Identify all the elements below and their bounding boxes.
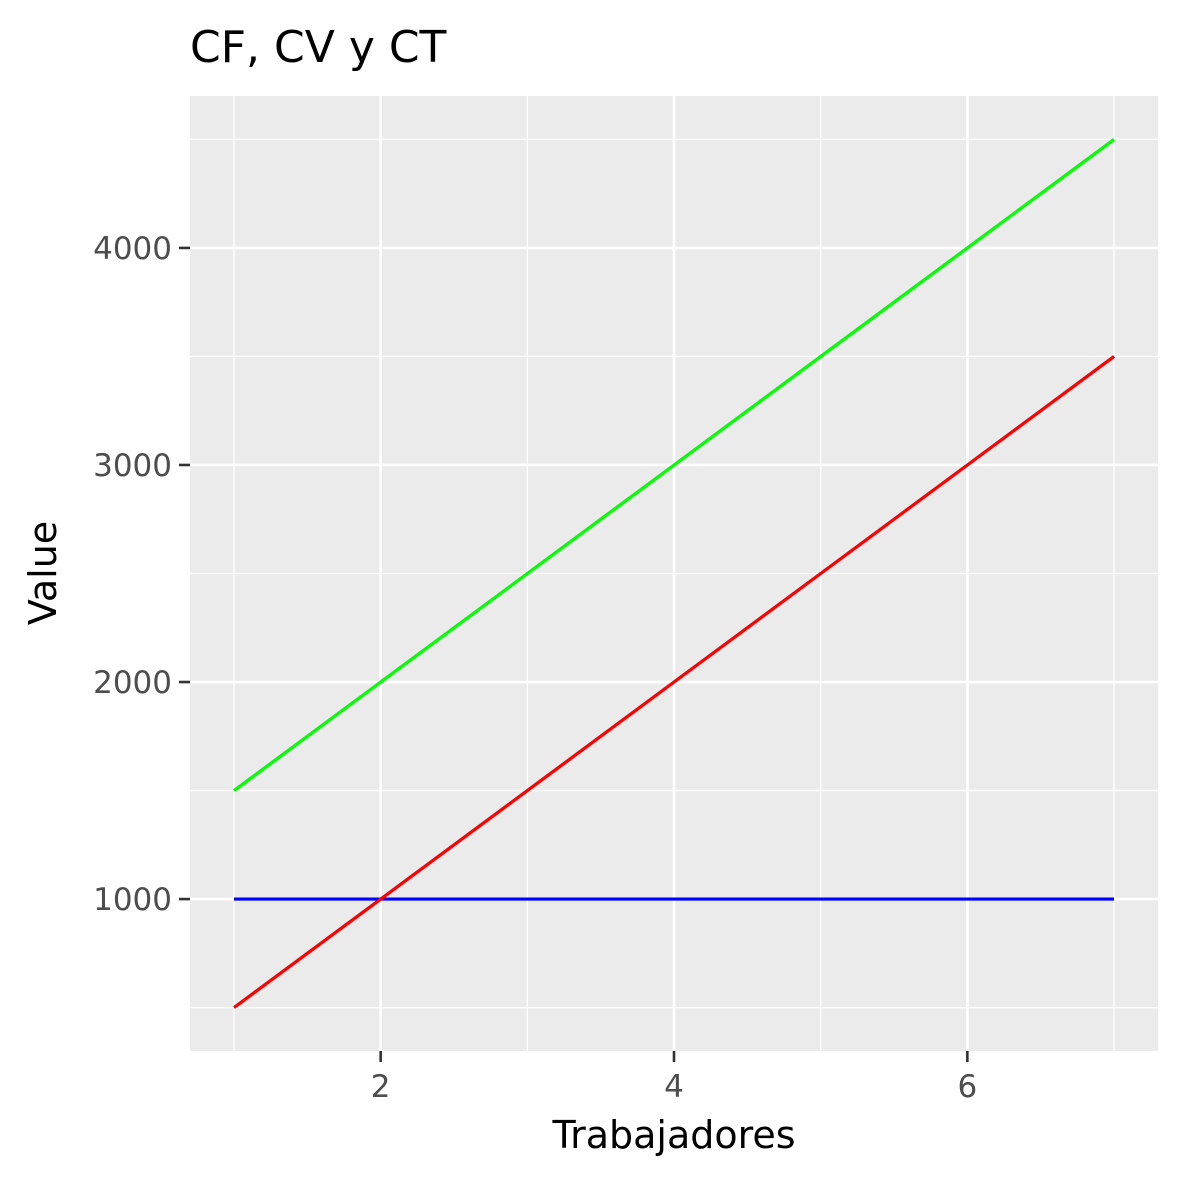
y-tick-label: 3000 bbox=[93, 448, 172, 484]
series-lines bbox=[233, 138, 1115, 1009]
chart-title: CF, CV y CT bbox=[190, 22, 447, 73]
y-axis-title: Value bbox=[21, 521, 65, 625]
y-tick-label: 1000 bbox=[93, 882, 172, 918]
series-line-3 bbox=[233, 138, 1115, 792]
y-axis: 1000 2000 3000 4000 bbox=[93, 231, 190, 918]
x-tick-label: 2 bbox=[371, 1069, 391, 1105]
y-tick-label: 4000 bbox=[93, 231, 172, 267]
x-tick-label: 6 bbox=[957, 1069, 977, 1105]
x-axis: 2 4 6 bbox=[371, 1051, 977, 1105]
x-axis-title: Trabajadores bbox=[551, 1113, 795, 1157]
x-tick-label: 4 bbox=[664, 1069, 684, 1105]
series-line-2 bbox=[233, 355, 1115, 1009]
y-tick-label: 2000 bbox=[93, 665, 172, 701]
